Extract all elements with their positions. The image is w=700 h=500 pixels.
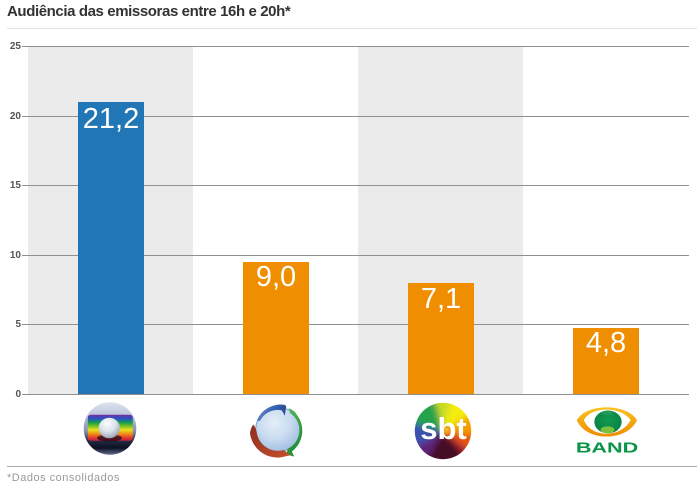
svg-text:sbt: sbt bbox=[420, 411, 467, 446]
svg-text:BAND: BAND bbox=[576, 439, 638, 456]
